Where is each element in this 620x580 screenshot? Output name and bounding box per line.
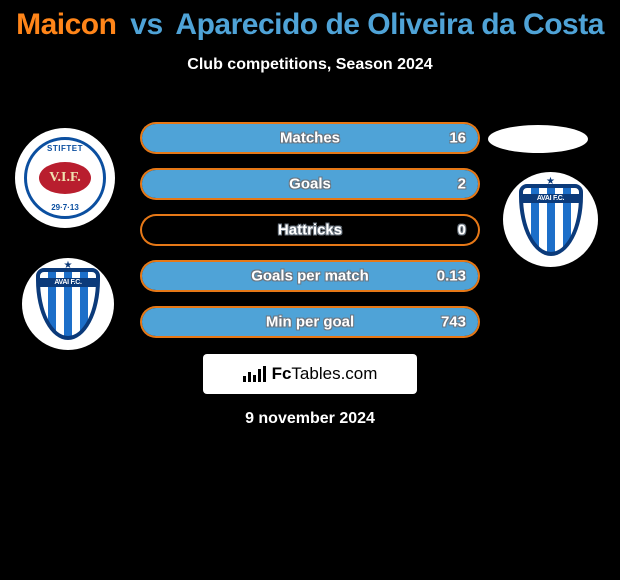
stat-row: Goals per match 0.13: [140, 260, 480, 292]
club-badge-blank-oval: [488, 125, 588, 153]
stat-label: Goals: [289, 176, 331, 193]
stat-value-right: 743: [441, 314, 466, 331]
avai-shield-icon: [519, 184, 583, 256]
player1-name: Maicon: [16, 8, 116, 41]
stat-value-right: 2: [458, 176, 466, 193]
brand-text: FcTables.com: [272, 364, 378, 384]
stat-row: Matches 16: [140, 122, 480, 154]
club-badge-avai-left: [22, 258, 114, 350]
vs-label: vs: [130, 8, 162, 41]
stat-row: Min per goal 743: [140, 306, 480, 338]
stat-row: Goals 2: [140, 168, 480, 200]
stat-value-right: 16: [449, 130, 466, 147]
date-label: 9 november 2024: [0, 410, 620, 428]
stat-label: Matches: [280, 130, 340, 147]
player2-name: Aparecido de Oliveira da Costa: [175, 8, 603, 41]
club-badge-avai-right: [503, 172, 598, 267]
stats-panel: Matches 16 Goals 2 Hattricks 0 Goals per match…: [140, 122, 480, 352]
page-title: Maicon vs Aparecido de Oliveira da Costa: [0, 0, 620, 42]
bar-chart-icon: [243, 366, 266, 382]
club-badge-vif: V.I.F.: [15, 128, 115, 228]
stat-label: Hattricks: [278, 222, 342, 239]
avai-shield-icon: [36, 268, 100, 340]
vif-oval: V.I.F.: [39, 162, 91, 194]
stat-label: Min per goal: [266, 314, 354, 331]
stat-row: Hattricks 0: [140, 214, 480, 246]
stat-label: Goals per match: [251, 268, 369, 285]
stat-value-right: 0: [458, 222, 466, 239]
vif-ring: V.I.F.: [24, 137, 106, 219]
brand-badge: FcTables.com: [203, 354, 417, 394]
subtitle: Club competitions, Season 2024: [0, 56, 620, 74]
stat-value-right: 0.13: [437, 268, 466, 285]
